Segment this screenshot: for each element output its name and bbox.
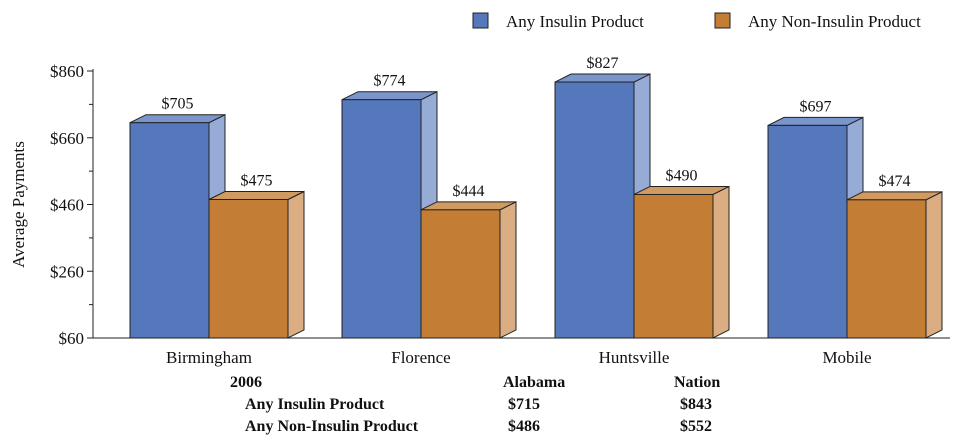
bar-top	[767, 116, 864, 126]
bar-side	[925, 191, 943, 339]
bar-side	[499, 201, 517, 339]
x-tick-label: Mobile	[822, 348, 871, 367]
bar	[633, 193, 714, 339]
y-tick-label: $860	[50, 62, 84, 81]
bar-top	[846, 191, 943, 201]
y-tick-label: $660	[50, 129, 84, 148]
data-label: $444	[453, 183, 485, 200]
y-tick-label: $60	[59, 329, 85, 348]
bar-top	[129, 114, 226, 124]
bar	[767, 124, 848, 339]
data-label: $697	[800, 98, 832, 115]
bar	[341, 99, 422, 339]
data-label: $474	[879, 173, 911, 190]
legend-swatch	[714, 12, 731, 29]
legend-label: Any Insulin Product	[506, 12, 644, 31]
x-tick-label: Birmingham	[166, 348, 252, 367]
bar-side	[712, 185, 730, 339]
data-label: $774	[374, 73, 406, 90]
y-tick-label: $260	[50, 262, 84, 281]
bar-top	[420, 201, 517, 211]
bar	[208, 198, 289, 339]
bar	[420, 209, 501, 339]
bar-top	[554, 73, 651, 83]
bar-top	[633, 185, 730, 195]
bar-side	[287, 190, 305, 339]
legend-swatch	[472, 12, 489, 29]
legend-label: Any Non-Insulin Product	[748, 12, 921, 31]
bar	[554, 81, 635, 339]
bar-top	[208, 190, 305, 200]
data-label: $475	[241, 172, 273, 189]
data-label: $490	[666, 167, 698, 184]
bar-top	[341, 91, 438, 101]
y-tick-label: $460	[50, 196, 84, 215]
y-axis-title: Average Payments	[9, 141, 28, 268]
data-label: $827	[587, 55, 619, 72]
bar	[846, 199, 927, 339]
data-label: $705	[162, 96, 194, 113]
x-tick-label: Huntsville	[599, 348, 670, 367]
x-tick-label: Florence	[391, 348, 450, 367]
bar	[129, 122, 210, 339]
